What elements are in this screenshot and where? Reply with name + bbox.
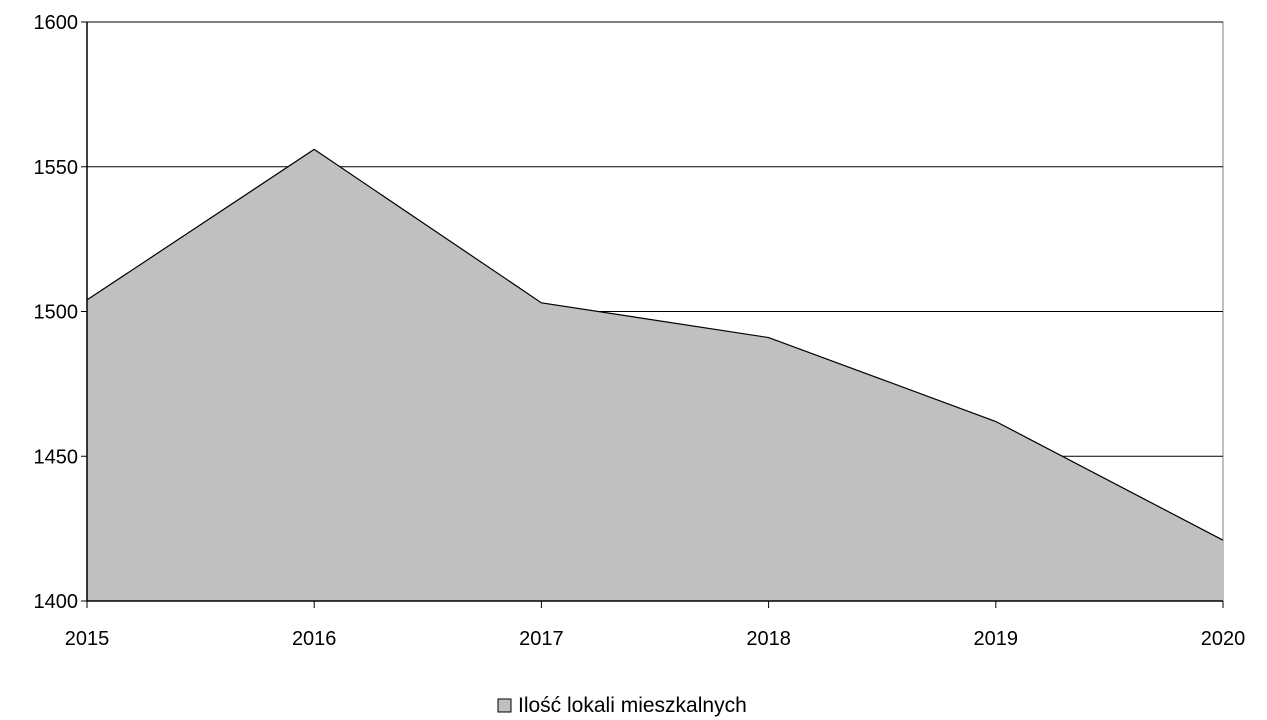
x-tick-label: 2015 — [65, 628, 110, 650]
series-line — [86, 148, 1224, 541]
y-tick-label: 1450 — [34, 446, 79, 468]
plot-area — [86, 148, 1224, 601]
x-tick-label: 2016 — [292, 628, 337, 650]
x-tick-label: 2020 — [1201, 628, 1246, 650]
legend-label: Ilość lokali mieszkalnych — [518, 694, 747, 717]
y-tick-label: 1550 — [34, 157, 79, 179]
y-tick-label: 1600 — [34, 12, 79, 34]
y-axis-ticks: 1400 1450 1500 1550 1600 — [34, 12, 87, 613]
x-tick-label: 2018 — [746, 628, 791, 650]
y-tick-label: 1400 — [34, 591, 79, 613]
legend-swatch — [497, 698, 512, 713]
series-area — [87, 149, 1223, 601]
y-tick-label: 1500 — [34, 302, 79, 324]
x-tick-label: 2019 — [974, 628, 1019, 650]
x-axis-ticks: 2015 2016 2017 2018 2019 2020 — [65, 601, 1246, 650]
legend: Ilość lokali mieszkalnych — [497, 694, 747, 717]
x-tick-label: 2017 — [519, 628, 564, 650]
